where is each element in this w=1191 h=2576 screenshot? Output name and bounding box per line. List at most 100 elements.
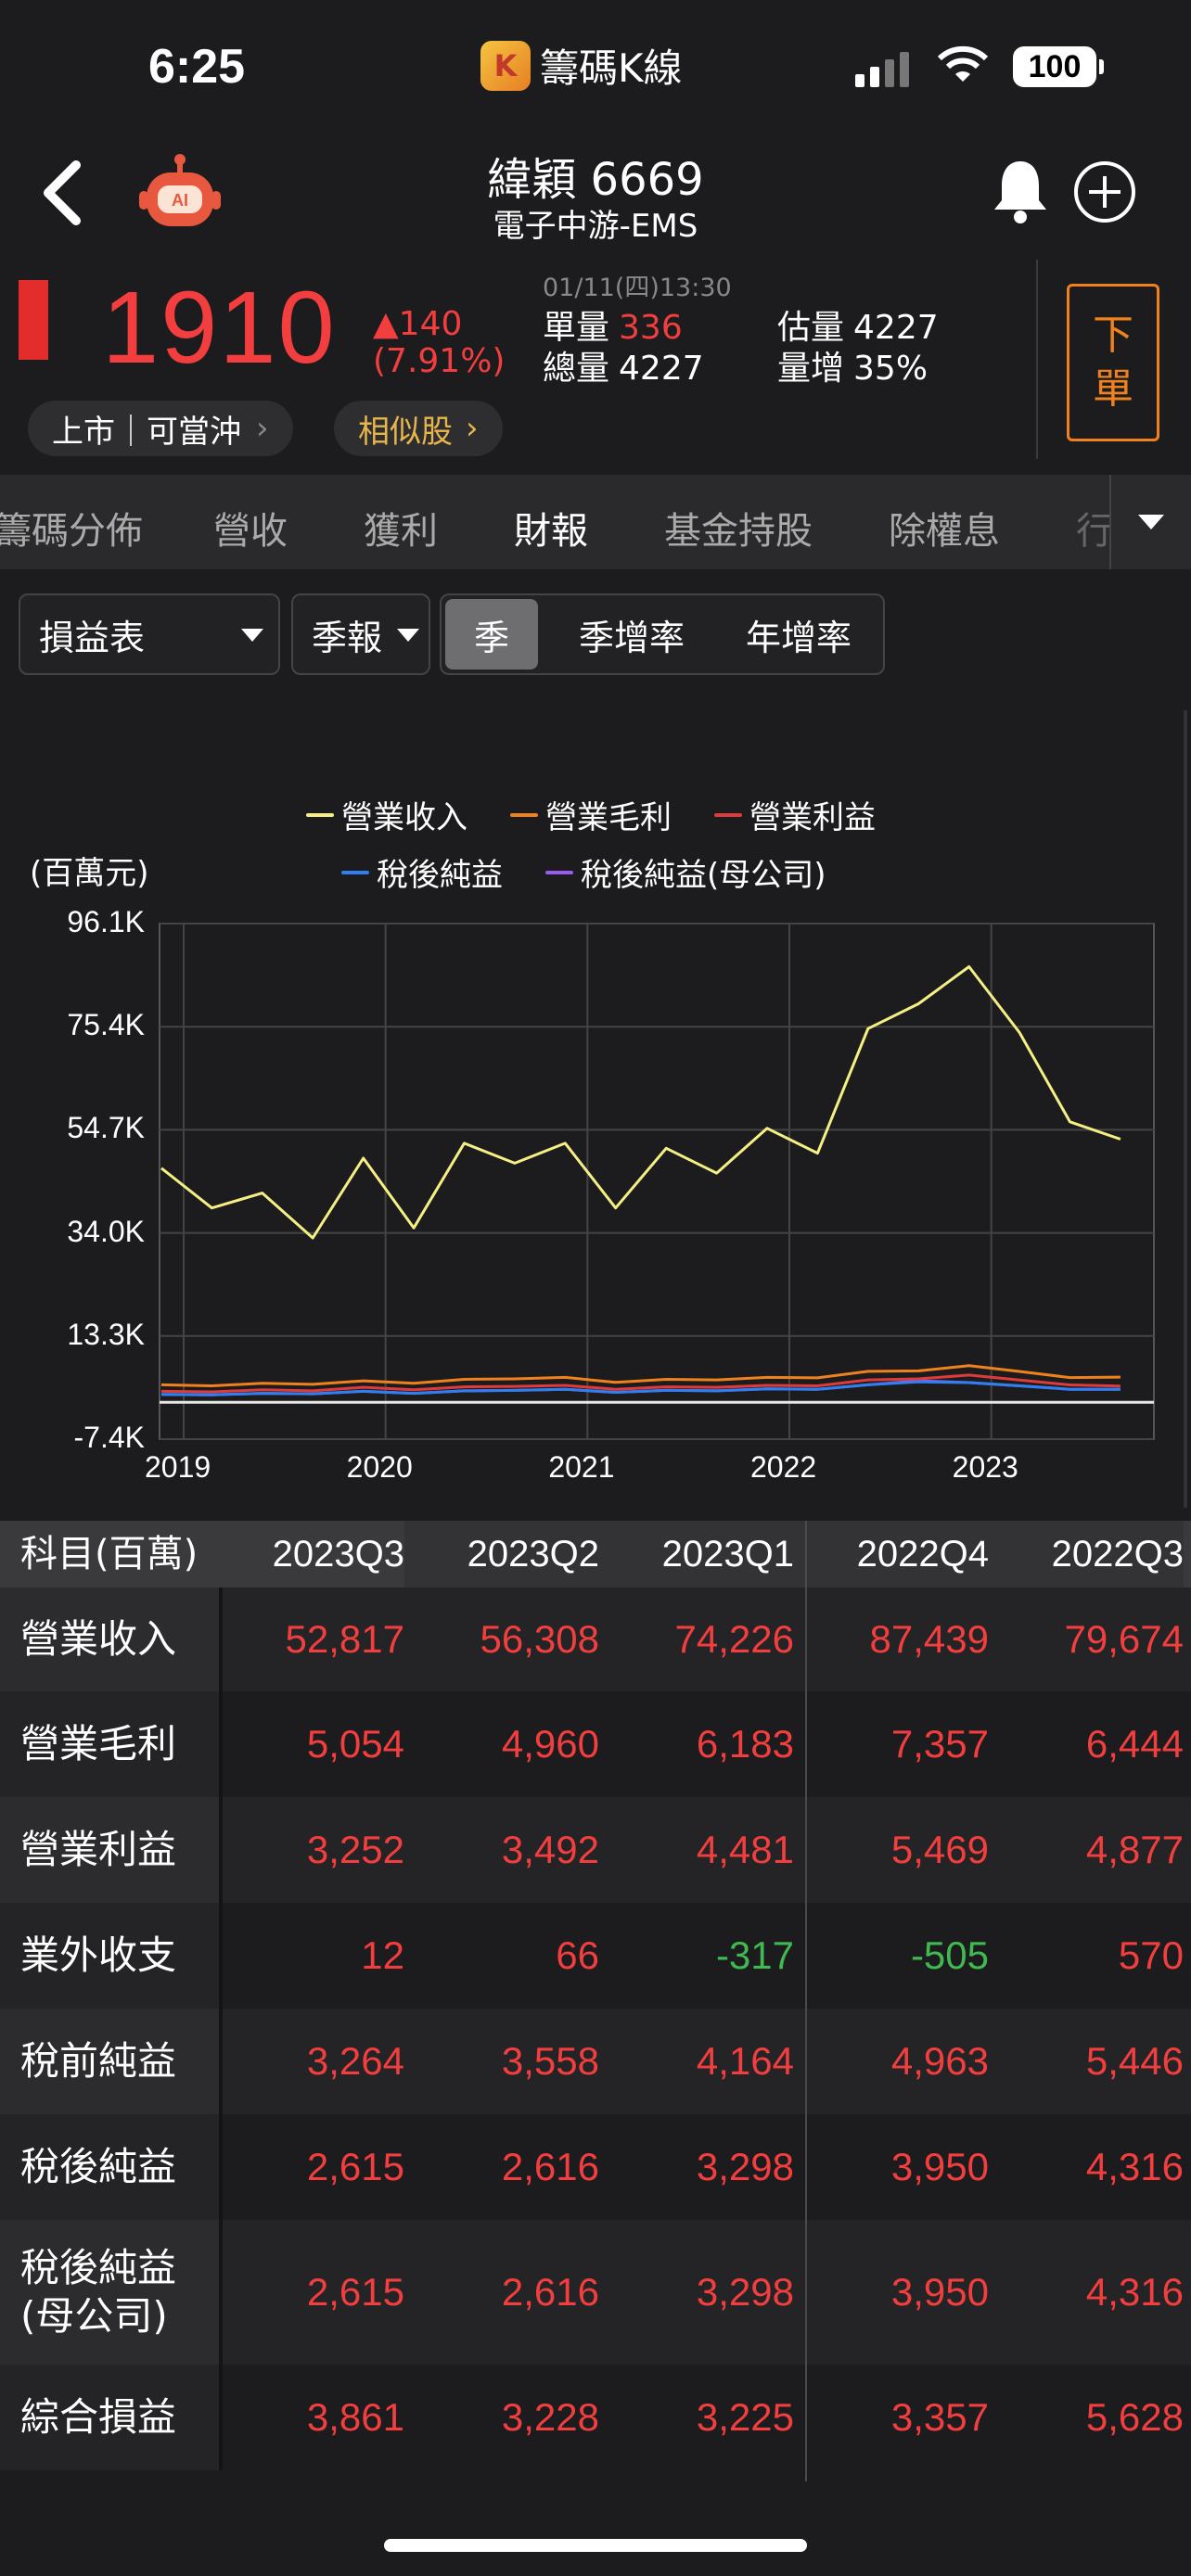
tab-chip-distribution[interactable]: 籌碼分佈	[0, 510, 143, 553]
table-cell: 4,164	[696, 2039, 794, 2083]
table-row[interactable]: 營業毛利 5,054 4,960 6,183 7,357 6,444	[0, 1691, 1191, 1797]
table-row-label: 稅後純益	[0, 2114, 223, 2220]
legend-swatch	[714, 812, 742, 817]
wifi-icon	[937, 45, 989, 82]
table-cell: 3,225	[696, 2395, 794, 2439]
table-row[interactable]: 業外收支 12 66 -317 -505 570	[0, 1903, 1191, 2009]
table-cell: 3,492	[501, 1828, 599, 1871]
legend-swatch	[341, 870, 369, 874]
legend-label: 營業毛利	[545, 799, 672, 836]
divider	[1036, 260, 1038, 459]
table-cell: 2,616	[501, 2270, 599, 2314]
estimated-volume-value: 4227	[853, 309, 939, 347]
tab-dividends[interactable]: 除權息	[889, 510, 1000, 553]
tab-financials[interactable]: 財報	[514, 510, 588, 553]
y-tick-label: 34.0K	[67, 1214, 145, 1248]
table-cell: 3,558	[501, 2039, 599, 2083]
x-tick-label: 2020	[346, 1450, 413, 1484]
table-cell: 66	[556, 1933, 599, 1977]
table-row[interactable]: 綜合損益 3,861 3,228 3,225 3,357 5,628	[0, 2365, 1191, 2470]
table-header-row: 科目(百萬) 2023Q3 2023Q2 2023Q1 2022Q4 2022Q3	[0, 1521, 1191, 1588]
chevron-right-icon: ›	[466, 410, 479, 447]
chevron-down-icon	[241, 629, 263, 642]
app-logo-icon: K	[480, 40, 531, 91]
table-row-label: 稅前純益	[0, 2009, 223, 2114]
legend-label: 稅後純益	[377, 857, 503, 894]
y-tick-label: 96.1K	[67, 905, 145, 938]
quote-panel: 1910 ▲140 (7.91%) 01/11(四)13:30 單量 336 總量…	[0, 260, 1191, 473]
table-row-label: 綜合損益	[0, 2365, 223, 2470]
single-volume-label: 單量	[543, 309, 610, 347]
tab-fund-holdings[interactable]: 基金持股	[664, 510, 813, 553]
tab-more-icon[interactable]	[1109, 475, 1191, 569]
table-cell: 56,308	[480, 1617, 599, 1661]
segment-yoy[interactable]: 年增率	[745, 617, 852, 658]
price: 1910	[102, 271, 337, 385]
order-button[interactable]: 下 單	[1067, 284, 1159, 441]
table-cell: 4,960	[501, 1722, 599, 1766]
table-row[interactable]: 稅後純益 (母公司) 2,615 2,616 3,298 3,950 4,316	[0, 2220, 1191, 2365]
status-bar: 6:25 K 籌碼K線 100	[0, 0, 1191, 139]
chart-unit-label: (百萬元)	[30, 855, 149, 892]
table-cell: 4,877	[1085, 1828, 1184, 1871]
volume-increase-value: 35%	[853, 350, 928, 388]
statement-select-value: 損益表	[39, 617, 146, 658]
table-period-header[interactable]: 2022Q4	[794, 1521, 989, 1588]
table-cell: 52,817	[285, 1617, 404, 1661]
volume-increase-label: 量增	[777, 350, 845, 388]
table-row[interactable]: 營業收入 52,817 56,308 74,226 87,439 79,674	[0, 1588, 1191, 1691]
similar-stocks-tag[interactable]: 相似股 ›	[334, 401, 503, 456]
table-row[interactable]: 稅後純益 2,615 2,616 3,298 3,950 4,316	[0, 2114, 1191, 2220]
segment-quarter[interactable]: 季	[445, 599, 538, 670]
series-line[interactable]	[160, 1364, 1121, 1387]
svg-text:AI: AI	[172, 191, 188, 210]
series-line[interactable]	[160, 1373, 1121, 1394]
table-cell: 6,444	[1085, 1722, 1184, 1766]
table-row[interactable]: 稅前純益 3,264 3,558 4,164 4,963 5,446	[0, 2009, 1191, 2114]
legend-item: 稅後純益	[341, 849, 503, 895]
status-app[interactable]: K 籌碼K線	[480, 37, 683, 94]
table-row[interactable]: 營業利益 3,252 3,492 4,481 5,469 4,877	[0, 1797, 1191, 1903]
column-divider	[805, 1521, 807, 2481]
volume-increase: 量增 35%	[777, 341, 928, 389]
total-volume-label: 總量	[543, 350, 610, 388]
table-period-header[interactable]: 2023Q1	[599, 1521, 794, 1588]
table-cell: 570	[1118, 1933, 1184, 1977]
table-cell: 4,316	[1085, 2145, 1184, 2188]
chart-panel: 營業收入 營業毛利 營業利益 稅後純益 稅後純益(母公司) (百萬元) 96.1…	[0, 701, 1191, 1517]
home-indicator[interactable]	[384, 2539, 807, 2552]
chevron-right-icon: ›	[256, 410, 269, 447]
chevron-down-icon	[397, 629, 419, 642]
back-icon[interactable]	[33, 156, 98, 230]
total-volume-value: 4227	[619, 350, 704, 388]
tab-overflow[interactable]: 行	[1076, 510, 1113, 553]
estimated-volume: 估量 4227	[777, 300, 939, 349]
tab-revenue[interactable]: 營收	[213, 510, 288, 553]
table-cell: 12	[361, 1933, 404, 1977]
ai-robot-icon[interactable]: AI	[137, 150, 223, 236]
order-button-label-2: 單	[1093, 365, 1133, 413]
table-cell: 3,298	[696, 2145, 794, 2188]
statement-select[interactable]: 損益表	[19, 593, 280, 675]
x-tick-label: 2019	[145, 1450, 211, 1484]
line-chart[interactable]	[0, 701, 1191, 1517]
segment-qoq[interactable]: 季增率	[578, 617, 685, 658]
period-select[interactable]: 季報	[291, 593, 430, 675]
single-volume-value: 336	[619, 309, 683, 347]
table-row-label: 營業毛利	[0, 1691, 223, 1797]
table-period-header[interactable]: 2023Q3	[210, 1521, 404, 1588]
y-tick-label: -7.4K	[73, 1421, 145, 1454]
table-cell: 87,439	[869, 1617, 989, 1661]
table-period-header[interactable]: 2022Q3	[989, 1521, 1184, 1588]
series-line[interactable]	[160, 1380, 1121, 1396]
add-watchlist-icon[interactable]	[1074, 161, 1135, 223]
x-tick-label: 2021	[548, 1450, 615, 1484]
table-cell: -317	[715, 1933, 794, 1977]
market-tag[interactable]: 上市｜可當沖 ›	[28, 401, 293, 456]
bell-icon[interactable]	[991, 158, 1050, 224]
table-period-header[interactable]: 2023Q2	[404, 1521, 599, 1588]
scrollbar[interactable]	[1184, 710, 1187, 1508]
table-cell: 6,183	[696, 1722, 794, 1766]
series-line[interactable]	[160, 965, 1121, 1240]
tab-profit[interactable]: 獲利	[364, 510, 438, 553]
